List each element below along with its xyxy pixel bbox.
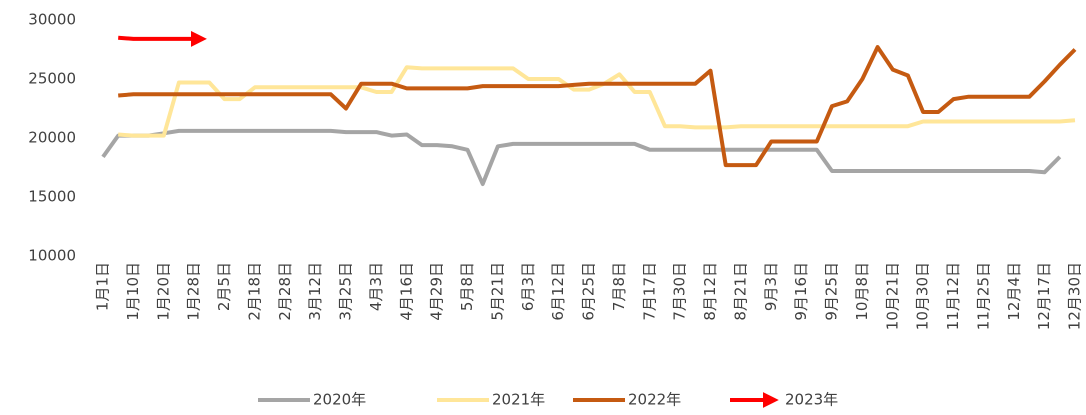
x-tick-label: 5月21日 xyxy=(488,262,506,321)
x-tick-label: 6月3日 xyxy=(519,262,537,311)
x-tick-label: 4月3日 xyxy=(367,262,385,311)
x-tick-label: 2月18日 xyxy=(245,262,263,321)
x-tick-label: 10月21日 xyxy=(883,262,901,330)
y-tick-label: 15000 xyxy=(28,188,76,206)
x-tick-label: 12月17日 xyxy=(1035,262,1053,330)
x-tick-label: 1月28日 xyxy=(185,262,203,321)
x-tick-label: 1月10日 xyxy=(124,262,142,321)
x-tick-label: 11月12日 xyxy=(944,262,962,330)
x-tick-label: 1月1日 xyxy=(94,262,112,311)
legend-label: 2020年 xyxy=(313,391,366,409)
x-tick-label: 9月16日 xyxy=(792,262,810,321)
x-tick-label: 2月5日 xyxy=(215,262,233,311)
y-tick-label: 30000 xyxy=(28,11,76,29)
x-tick-label: 6月12日 xyxy=(549,262,567,321)
x-tick-label: 7月17日 xyxy=(640,262,658,321)
line-series xyxy=(118,45,1077,168)
x-tick-label: 9月25日 xyxy=(823,262,841,321)
x-tick-label: 4月16日 xyxy=(397,262,415,321)
x-tick-label: 6月25日 xyxy=(580,262,598,321)
x-tick-label: 12月30日 xyxy=(1066,262,1084,330)
x-tick-label: 7月30日 xyxy=(671,262,689,321)
x-tick-label: 10月30日 xyxy=(914,262,932,330)
x-tick-label: 10月8日 xyxy=(853,262,871,321)
legend-label: 2021年 xyxy=(492,391,545,409)
y-tick-label: 25000 xyxy=(28,70,76,88)
x-tick-label: 2月28日 xyxy=(276,262,294,321)
x-tick-label: 3月25日 xyxy=(337,262,355,321)
x-tick-label: 7月8日 xyxy=(610,262,628,311)
x-tick-label: 8月12日 xyxy=(701,262,719,321)
legend-label: 2023年 xyxy=(785,391,838,409)
line-series xyxy=(118,30,207,47)
x-tick-label: 9月3日 xyxy=(762,262,780,311)
x-tick-label: 4月29日 xyxy=(428,262,446,321)
y-tick-label: 20000 xyxy=(28,129,76,147)
x-tick-label: 5月8日 xyxy=(458,262,476,311)
y-tick-label: 10000 xyxy=(28,247,76,265)
x-tick-label: 8月21日 xyxy=(731,262,749,321)
legend-label: 2022年 xyxy=(628,391,681,409)
x-tick-label: 11月25日 xyxy=(974,262,992,330)
line-series xyxy=(118,65,1076,138)
x-tick-label: 12月4日 xyxy=(1005,262,1023,321)
x-tick-label: 3月12日 xyxy=(306,262,324,321)
x-tick-label: 1月20日 xyxy=(154,262,172,321)
line-series xyxy=(101,128,1062,186)
